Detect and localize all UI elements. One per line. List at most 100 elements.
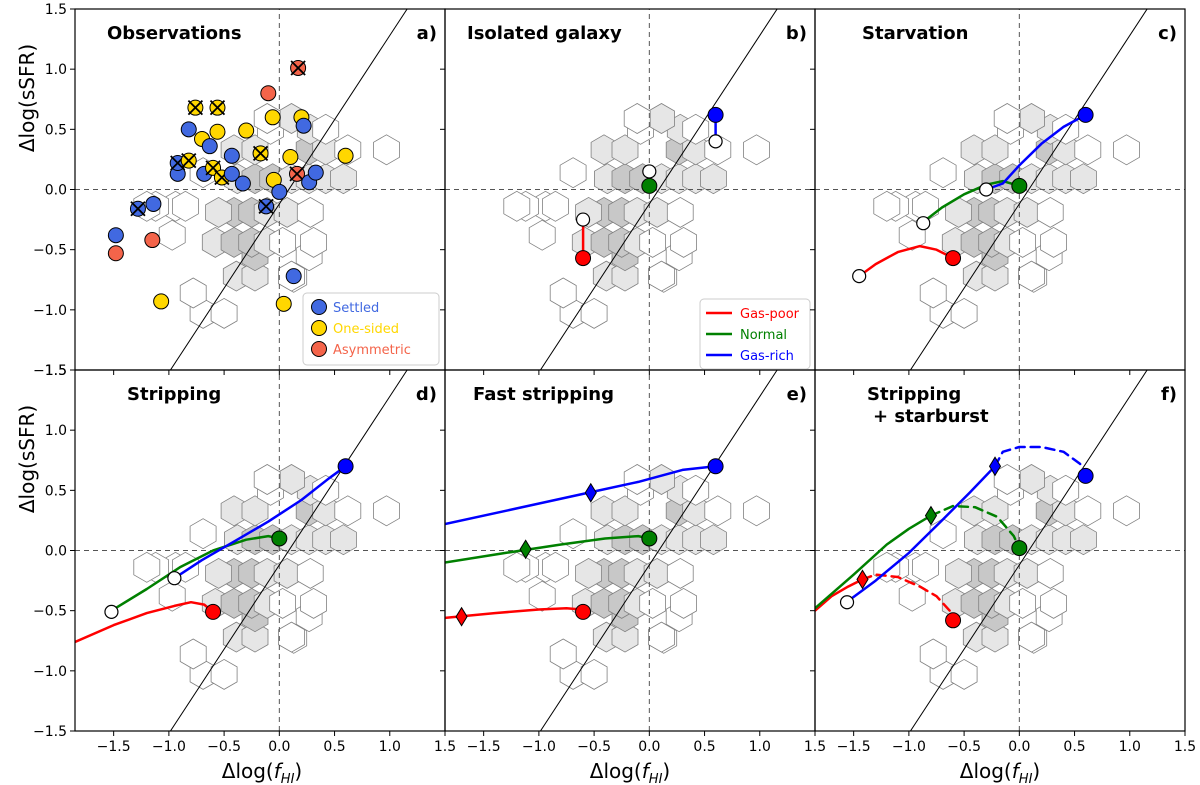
hexbin-cell [1040, 587, 1067, 619]
panel-title: Isolated galaxy [467, 23, 622, 44]
hexbin-cell [670, 587, 697, 619]
hexbin-cell [549, 277, 577, 309]
hexbin-cell [1036, 557, 1064, 589]
diagonal-line [909, 370, 1148, 731]
y-tick-label: 1.5 [45, 2, 67, 18]
track-start-point [707, 458, 724, 475]
observation-point [260, 85, 277, 102]
x-label-close: ) [662, 759, 670, 783]
x-label-close: ) [294, 759, 302, 783]
hexbin-cell [373, 495, 400, 527]
y-tick-label: 0.0 [45, 183, 67, 199]
track-gas_poor [861, 573, 955, 622]
x-tick-label: 0.5 [693, 739, 715, 755]
panel-letter: c) [1158, 23, 1177, 44]
hexbin-cell [329, 524, 357, 556]
hexbin-cell [300, 587, 328, 619]
observation-point [180, 121, 197, 138]
hexbin-cell [1040, 226, 1067, 258]
panel-a: −1.5 −1.0 −0.5 0.0 0.5 1.0 1.5 Observations a) Se… [33, 2, 446, 379]
x-tick-label: −0.5 [207, 739, 241, 755]
track-end-point [575, 212, 591, 227]
legend-label: Normal [740, 328, 787, 343]
observation-x-mark [181, 152, 197, 169]
panel-title: Stripping [127, 384, 221, 405]
hexbin-cell [666, 196, 694, 228]
hexbin-cell [981, 260, 1009, 292]
hexbin-cell [666, 557, 694, 589]
track-start-point [1011, 177, 1028, 194]
track-start-point [641, 530, 658, 547]
hexbin-cell [542, 551, 569, 583]
hexbin-cell [273, 557, 301, 589]
hexbin-cell [575, 557, 602, 589]
hexbin-cell [179, 277, 207, 309]
y-axis-label-top: Δlog(sSFR) [15, 44, 39, 152]
x-tick-label: −1.0 [522, 739, 556, 755]
legend-box [302, 292, 440, 366]
observation-point [238, 122, 255, 139]
observation-x-mark [258, 198, 274, 214]
observation-x-mark [290, 60, 306, 76]
diagonal-line [169, 9, 408, 370]
track-start-point [205, 603, 222, 620]
legend-box [699, 298, 811, 370]
panel-title: Stripping [867, 384, 961, 405]
legend-label: Gas-poor [740, 307, 800, 322]
observation-point [337, 147, 354, 164]
y-tick-label: −1.5 [33, 724, 67, 740]
starburst-diamond [924, 505, 938, 526]
x-label-close: ) [1032, 759, 1040, 783]
hexbin-cell [241, 621, 269, 653]
hexbin-cell [1013, 196, 1041, 228]
observation-point [223, 147, 240, 164]
hexbin-cell [873, 190, 901, 222]
observation-point [234, 175, 251, 192]
diagonal-line [539, 9, 778, 370]
observation-x-mark [205, 160, 221, 176]
track-end-point [839, 595, 855, 610]
panel-title: Fast stripping [473, 384, 614, 405]
x-axis-label-1: Δlog(fHI) [222, 759, 302, 785]
hexbin-cell [623, 464, 651, 495]
hexbin-cell [929, 157, 957, 189]
track-gas_rich [846, 465, 997, 603]
hexbin-cell [580, 297, 608, 329]
panel-letter: d) [416, 384, 437, 405]
x-tick-label: 0.0 [638, 739, 660, 755]
hexbin-cell [253, 464, 281, 495]
track-gas_rich [984, 113, 1087, 191]
panel-body [75, 9, 445, 370]
track-normal [929, 504, 1021, 550]
legend-label: Settled [333, 301, 379, 316]
x-tick-label: −0.5 [577, 739, 611, 755]
hexbin-cell [559, 157, 587, 189]
x-label-main: Δlog( [222, 759, 274, 783]
hexbin-cell [611, 260, 639, 292]
hexbin-cell [611, 621, 639, 653]
hexbin-cell [898, 580, 926, 612]
track-gas_poor [75, 600, 215, 644]
x-tick-label: 0.0 [1008, 739, 1030, 755]
y-tick-label: 0.0 [45, 544, 67, 560]
hexbin-cell [639, 226, 666, 258]
hexbin-cell [528, 219, 556, 251]
hexbin-cell [950, 658, 978, 690]
hexbin-cell [269, 587, 297, 619]
observation-point [264, 109, 281, 126]
track-start-point [1077, 467, 1094, 484]
hexbin-cell [241, 260, 269, 292]
hexbin-cell [1009, 226, 1036, 258]
hexbin-cell [1113, 495, 1140, 527]
hexbin-cell [179, 638, 207, 670]
panel-letter: b) [786, 23, 807, 44]
hexbin-cell [950, 297, 978, 329]
track-end-point [916, 216, 931, 231]
track-gas_rich [445, 465, 717, 526]
panel-title: Starvation [862, 23, 968, 44]
observation-point [275, 295, 292, 312]
track-start-point [1011, 540, 1028, 557]
panel-body [445, 370, 815, 731]
hexbin-cell [981, 621, 1009, 653]
